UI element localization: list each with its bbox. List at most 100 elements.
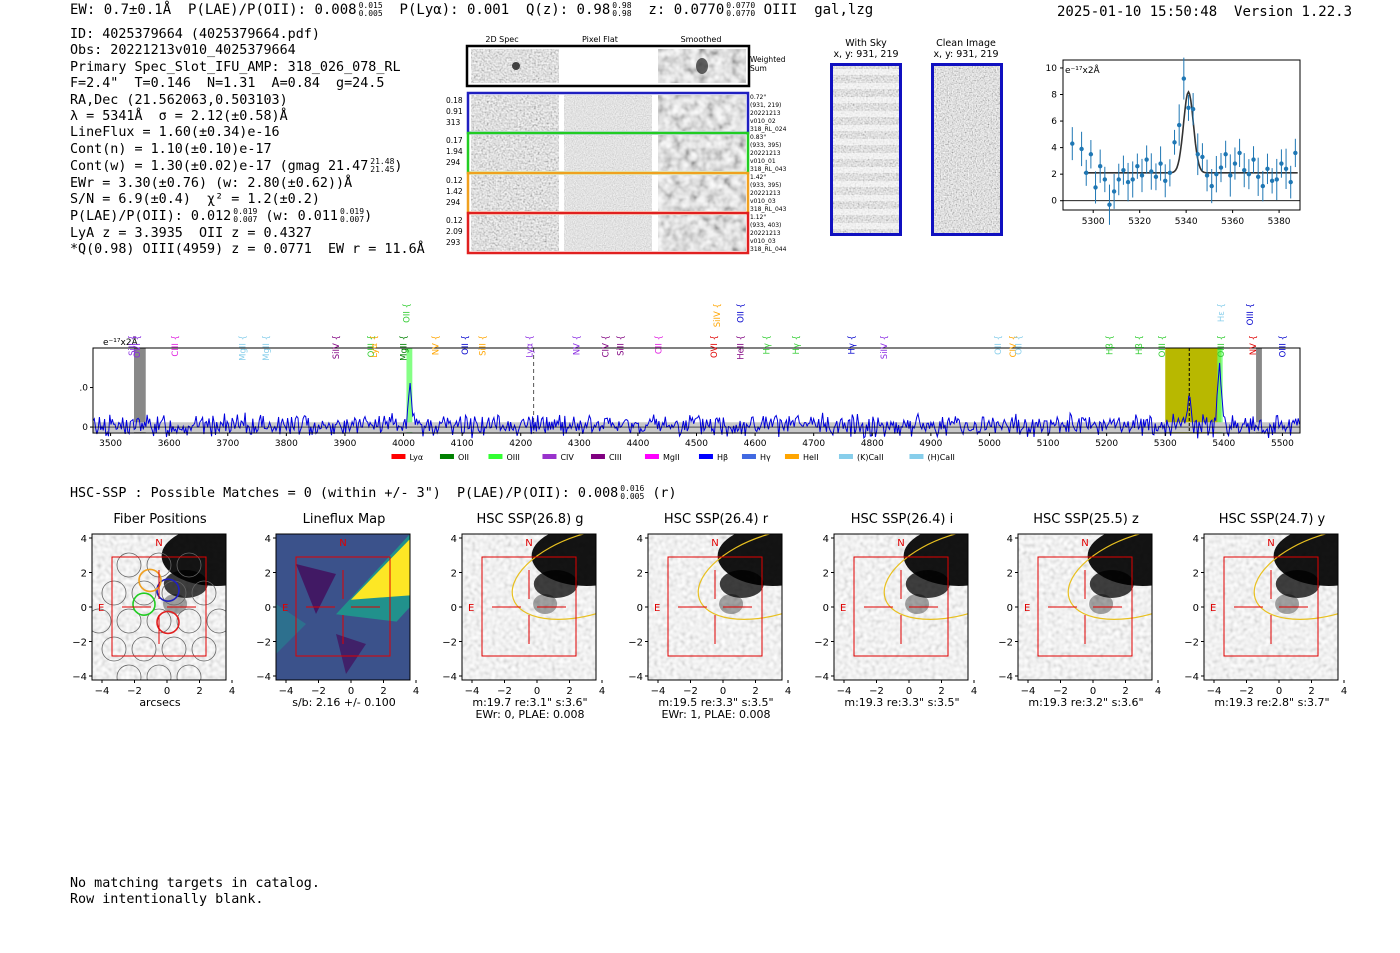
- cutout-ytick: −2: [814, 638, 829, 649]
- zoom-point: [1135, 163, 1140, 169]
- zoom-ylabel: e⁻¹⁷x2Å: [1065, 64, 1101, 76]
- cutout-image: N E 4 2 0 −2 −4 −4 −2 0 2 4: [1184, 533, 1347, 697]
- fiber-left-value: 1.94: [446, 147, 463, 156]
- cutout-xtick: −4: [837, 686, 852, 697]
- info-id: ID: 4025379664 (4025379664.pdf): [70, 27, 320, 42]
- zoom-point: [1088, 152, 1094, 157]
- footer-line-2: Row intentionally blank.: [70, 891, 264, 907]
- line-marker-label: OII {: [402, 303, 412, 323]
- cutout-caption: m:19.3 re:3.3" s:3.5": [844, 696, 960, 709]
- fiber-circle: [191, 636, 217, 662]
- line-marker-label: OII {: [736, 303, 746, 323]
- spectrum-legend: Lyα OII OIII CIV CIII MgII Hβ Hγ HeII (K)CaII (H)C…: [391, 453, 955, 462]
- compass-east: E: [1024, 603, 1030, 614]
- cutout-xtick: 2: [1308, 686, 1314, 697]
- cutout-xtick: 0: [534, 686, 540, 697]
- fiber-right-value: 20221213: [750, 110, 781, 117]
- spectrum-xtick: 4500: [685, 439, 708, 449]
- fiber-circle: [176, 608, 202, 634]
- fiber-left-value: 293: [446, 238, 461, 247]
- fiber-right-value: v010_03: [750, 238, 776, 245]
- zoom-xtick: 5320: [1128, 217, 1151, 227]
- header-classification: gal,lzg: [814, 2, 874, 18]
- line-marker-label: MgII {: [238, 335, 248, 361]
- line-marker-label: MgII {: [262, 335, 272, 361]
- cutout-ytick: 4: [1007, 534, 1013, 545]
- cutout-ytick: −4: [256, 672, 271, 683]
- line-marker-label: SiIV {: [713, 303, 723, 327]
- legend-swatch: [542, 454, 557, 459]
- cutout-ytick: −4: [628, 672, 643, 683]
- cutout-ytick: −4: [72, 672, 87, 683]
- cutout-ytick: 4: [81, 534, 87, 545]
- spectrum-xtick: 5100: [1037, 439, 1060, 449]
- legend-label: Hγ: [760, 453, 771, 462]
- aperture-ellipse: [1253, 534, 1338, 620]
- cutout-xtick: 4: [1155, 686, 1161, 697]
- fiber-highlight: [156, 610, 180, 635]
- info-sn: S/N = 6.9(±0.4) χ² = 1.2(±0.2): [70, 192, 320, 208]
- cutout-ytick: −2: [256, 638, 271, 649]
- line-marker-label: CII {: [654, 335, 664, 354]
- cutout-xtick: 0: [906, 686, 912, 697]
- compass-east: E: [282, 603, 288, 614]
- zoom-point: [1070, 141, 1075, 146]
- fiber-smoothed: [658, 175, 746, 211]
- fiber-right-value: 318_RL_044: [750, 246, 787, 253]
- cutout-ytick: 4: [637, 534, 643, 545]
- compass-north: N: [525, 538, 532, 549]
- cutout-ytick: 0: [1007, 603, 1013, 614]
- fiber-left-value: 0.91: [446, 107, 463, 116]
- fiber-pixelflat: [564, 135, 652, 171]
- info-contw: Cont(w) = 1.30(±0.02)e-17 (gmag 21.47 21.…: [70, 157, 403, 175]
- fiber-left-value: 0.12: [446, 216, 463, 225]
- legend-label: OII: [458, 453, 469, 462]
- compass-east: E: [840, 603, 846, 614]
- header-ew: EW: 0.7±0.1Å: [70, 2, 172, 18]
- cutout-title: HSC SSP(24.7) y: [1218, 512, 1326, 527]
- line-marker-label: SiIV {: [880, 335, 890, 359]
- hsc-summary-text: HSC-SSP : Possible Matches = 0 (within +…: [70, 486, 619, 501]
- fiber-left-value: 2.09: [446, 227, 463, 236]
- cutout-ytick: 2: [451, 569, 457, 580]
- compass-north: N: [339, 538, 346, 549]
- fiber-right-value: 318_RL_024: [750, 126, 787, 133]
- cutout-xtick: 2: [1122, 686, 1128, 697]
- zoom-line-chart: 0 2 4 6 8 10 5300 5320 5340 5360 5380 e⁻¹⁷x2Å: [1046, 57, 1301, 227]
- legend-swatch: [439, 454, 454, 459]
- cutout-xtick: −2: [311, 686, 326, 697]
- legend-swatch: [698, 454, 713, 459]
- fiber-smoothed: [658, 95, 746, 131]
- zoom-point: [1084, 170, 1089, 176]
- fiber-pixelflat: [564, 175, 652, 211]
- zoom-xtick: 5300: [1082, 217, 1105, 227]
- line-marker-label: CIV {: [602, 335, 612, 357]
- fiber-right-value: (933, 403): [750, 222, 781, 229]
- info-lineflux: LineFlux = 1.60(±0.34)e-16: [70, 125, 280, 141]
- spectrum-xtick: 3900: [333, 439, 356, 449]
- cutout-caption: m:19.3 re:3.2" s:3.6": [1028, 696, 1144, 709]
- cutout-ytick: 2: [1193, 569, 1199, 580]
- fiber-right-value: 20221213: [750, 230, 781, 237]
- cutout-xtick: −4: [465, 686, 480, 697]
- line-marker-label: OIII {: [1217, 335, 1227, 357]
- legend-label: OIII: [506, 453, 519, 462]
- fiber-row: 0.12 2.09 293 1.12"(933, 403)20221213v010_0…: [446, 211, 787, 255]
- cutout-xtick: 0: [164, 686, 170, 697]
- info-obs: Obs: 20221213v010_4025379664: [70, 43, 296, 59]
- clean-image-header: Clean Image x, y: 931, 219: [926, 38, 1006, 60]
- fiber-left-value: 313: [446, 118, 461, 127]
- zoom-xtick: 5340: [1175, 217, 1198, 227]
- zoom-ytick: 2: [1051, 170, 1057, 180]
- cutout-ytick: 2: [637, 569, 643, 580]
- cutout-xtick: −4: [95, 686, 110, 697]
- zoom-ytick: 0: [1051, 197, 1057, 207]
- line-marker-label: OII {: [994, 335, 1004, 355]
- fiber-left-value: 0.17: [446, 136, 463, 145]
- line-marker-label: OIII {: [1246, 303, 1256, 325]
- cutout-image: N E 4 2 0 −2 −4 −4 −2 0 2 4: [72, 533, 235, 697]
- cutout-xtick: 2: [938, 686, 944, 697]
- line-marker-label: OIII {: [1158, 335, 1168, 357]
- footer-line-1: No matching targets in catalog.: [70, 876, 320, 891]
- zoom-point: [1111, 189, 1117, 194]
